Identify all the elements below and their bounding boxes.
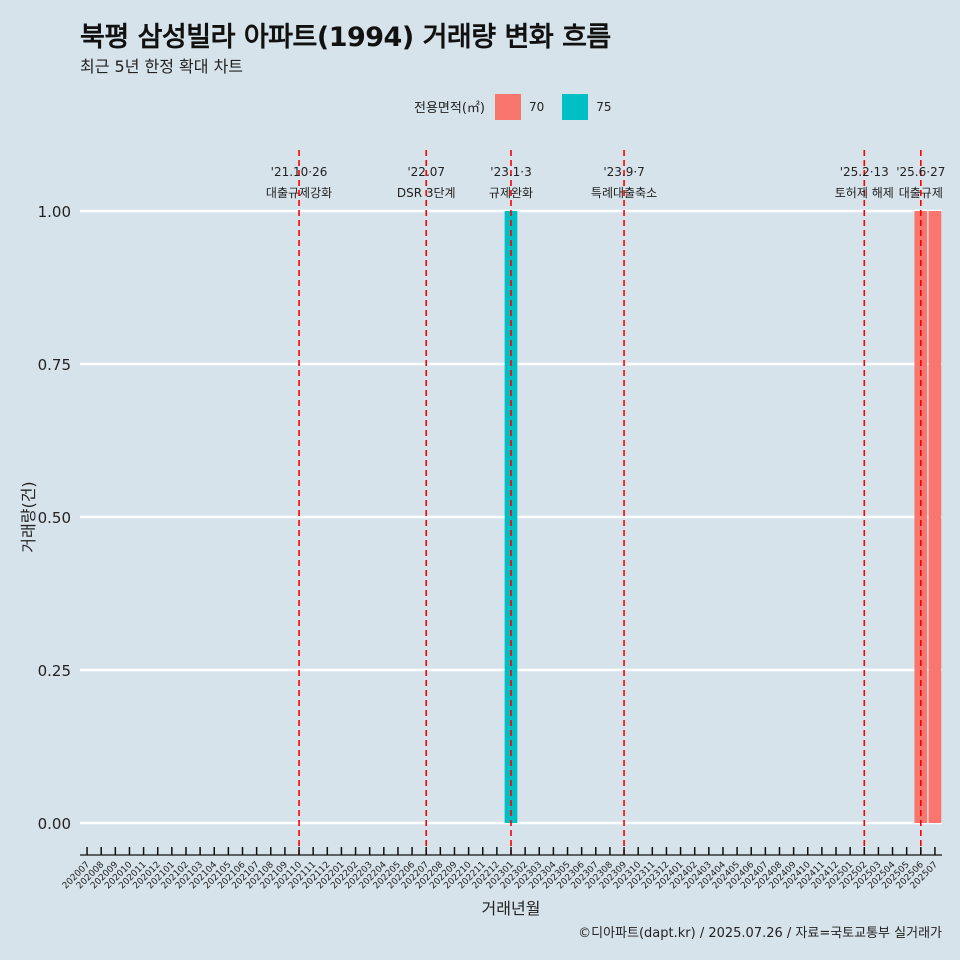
y-tick-label: 0.50: [38, 509, 71, 527]
x-axis-title: 거래년월: [482, 899, 541, 918]
legend-swatch-75: [562, 93, 589, 120]
chart-title: 북평 삼성빌라 아파트(1994) 거래량 변화 흐름: [80, 22, 611, 53]
bar-70-202506: [914, 211, 928, 823]
event-date-label: '22.07: [407, 165, 445, 179]
legend-title: 전용면적(㎡): [414, 101, 485, 116]
event-date-label: '23.9·7: [603, 165, 644, 179]
event-text-label: 특례대출축소: [591, 186, 657, 200]
bar-75-202301: [504, 211, 518, 823]
y-tick-label: 0.75: [38, 356, 71, 374]
event-text-label: 대출규제강화: [266, 186, 332, 200]
legend-label-75: 75: [596, 99, 612, 114]
y-tick-label: 0.25: [38, 662, 71, 680]
event-text-label: DSR 3단계: [397, 186, 456, 200]
y-axis-title: 거래량(건): [19, 481, 38, 552]
source-caption: ©디아파트(dapt.kr) / 2025.07.26 / 자료=국토교통부 실…: [578, 926, 942, 941]
event-date-label: '25.6·27: [896, 165, 945, 179]
event-text-label: 규제완화: [489, 186, 533, 200]
event-text-label: 대출규제: [899, 186, 943, 200]
event-text-label: 토허제 해제: [835, 186, 894, 200]
event-date-label: '25.2·13: [840, 165, 889, 179]
legend: 전용면적(㎡) 70 75: [414, 93, 630, 120]
event-date-label: '23.1·3: [490, 165, 531, 179]
y-tick-label: 0.00: [38, 815, 71, 833]
chart-subtitle: 최근 5년 한정 확대 차트: [80, 57, 244, 76]
event-date-label: '21.10·26: [271, 165, 328, 179]
y-tick-label: 1.00: [38, 203, 71, 221]
legend-label-70: 70: [528, 99, 545, 114]
legend-swatch-70: [494, 93, 521, 120]
bar-70-202507: [928, 211, 942, 823]
